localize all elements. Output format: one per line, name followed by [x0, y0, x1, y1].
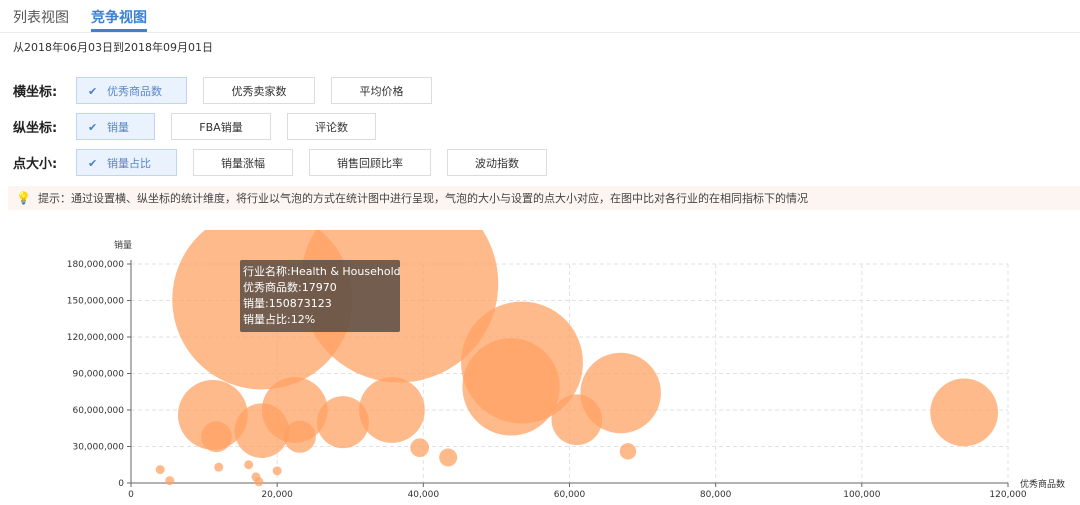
checkmark-icon: ✔ — [88, 85, 98, 98]
x-tick-label: 60,000 — [554, 490, 586, 500]
option-label: 销量 — [107, 121, 129, 134]
bubble-point[interactable] — [283, 420, 316, 453]
y-option-reviews-button[interactable]: 评论数 — [287, 113, 376, 140]
option-label: 销量占比 — [107, 157, 151, 170]
point-size-option-row: 点大小: ✔ 销量占比 销量涨幅 销售回顾比率 波动指数 — [13, 148, 563, 177]
hint-bar: 💡 提示：通过设置横、纵坐标的统计维度，将行业以气泡的方式在统计图中进行呈现，气泡… — [8, 186, 1080, 210]
y-option-fba-sales-button[interactable]: FBA销量 — [171, 113, 271, 140]
bubble-point[interactable] — [551, 394, 603, 446]
x-axis-option-row: 横坐标: ✔ 优秀商品数 优秀卖家数 平均价格 — [13, 76, 448, 105]
bubble-point[interactable] — [930, 378, 999, 447]
x-tick-label: 100,000 — [843, 490, 880, 500]
tooltip-line-sales: 销量:150873123 — [243, 296, 332, 310]
bubble-point[interactable] — [439, 448, 458, 467]
tooltip-line-share: 销量占比:12% — [243, 312, 315, 326]
x-axis-title: 优秀商品数 — [1020, 478, 1065, 490]
option-label: FBA销量 — [199, 121, 243, 134]
tab-competition-view[interactable]: 竞争视图 — [91, 0, 147, 32]
x-tick-label: 80,000 — [700, 490, 732, 500]
x-tick-label: 40,000 — [408, 490, 440, 500]
bubble-point[interactable] — [254, 477, 264, 487]
size-option-sales-growth-button[interactable]: 销量涨幅 — [193, 149, 293, 176]
y-tick-label: 60,000,000 — [72, 406, 124, 416]
y-tick-label: 90,000,000 — [72, 370, 124, 380]
chart-tooltip: 行业名称:Health & Household 优秀商品数:17970 销量:1… — [240, 260, 401, 332]
x-tick-label: 0 — [128, 490, 134, 500]
bubble-point[interactable] — [214, 462, 224, 472]
option-label: 销量涨幅 — [221, 157, 265, 170]
option-label: 评论数 — [315, 121, 348, 134]
bubble-point[interactable] — [234, 403, 290, 458]
y-tick-label: 30,000,000 — [72, 443, 124, 453]
bubble-point[interactable] — [272, 466, 282, 476]
option-label: 平均价格 — [359, 85, 404, 98]
bubble-point[interactable] — [359, 377, 425, 443]
lightbulb-icon: 💡 — [16, 191, 31, 205]
y-axis-title: 销量 — [114, 239, 132, 251]
tooltip-line-products: 优秀商品数:17970 — [243, 280, 337, 294]
checkmark-icon: ✔ — [88, 157, 98, 170]
option-label: 优秀卖家数 — [231, 85, 287, 98]
x-tick-label: 120,000 — [989, 490, 1026, 500]
hint-text: 提示：通过设置横、纵坐标的统计维度，将行业以气泡的方式在统计图中进行呈现，气泡的… — [37, 192, 808, 205]
tabs-divider — [0, 32, 1080, 33]
x-axis-label: 横坐标: — [13, 85, 58, 100]
view-tabs: 列表视图 竞争视图 — [13, 0, 169, 32]
bubble-point[interactable] — [155, 465, 165, 475]
y-tick-label: 150,000,000 — [67, 297, 125, 307]
y-axis-option-row: 纵坐标: ✔ 销量 FBA销量 评论数 — [13, 112, 392, 141]
axes: 0 30,000,000 60,000,000 90,000,000 120,000,0… — [67, 260, 1027, 500]
size-option-sales-share-button[interactable]: ✔ 销量占比 — [76, 149, 177, 176]
tab-list-view[interactable]: 列表视图 — [13, 10, 69, 26]
point-size-label: 点大小: — [13, 157, 58, 172]
bubble-point[interactable] — [244, 460, 254, 470]
bubble-chart: 0 30,000,000 60,000,000 90,000,000 120,000,0… — [67, 230, 1065, 500]
bubble-point[interactable] — [410, 438, 430, 458]
option-label: 销售回顾比率 — [337, 157, 403, 170]
checkmark-icon: ✔ — [88, 121, 98, 134]
y-tick-label: 0 — [118, 479, 124, 489]
x-option-average-price-button[interactable]: 平均价格 — [331, 77, 432, 104]
option-label: 波动指数 — [475, 157, 519, 170]
size-option-return-ratio-button[interactable]: 销售回顾比率 — [309, 149, 431, 176]
bubble-point[interactable] — [201, 421, 232, 453]
y-option-sales-button[interactable]: ✔ 销量 — [76, 113, 155, 140]
y-tick-label: 120,000,000 — [67, 333, 125, 343]
date-range: 从2018年06月03日到2018年09月01日 — [13, 41, 213, 54]
bubble-point[interactable] — [165, 476, 175, 486]
option-label: 优秀商品数 — [107, 85, 162, 98]
y-axis-label: 纵坐标: — [13, 121, 58, 136]
bubble-point[interactable] — [462, 338, 560, 436]
size-option-volatility-button[interactable]: 波动指数 — [447, 149, 547, 176]
tooltip-line-industry: 行业名称:Health & Household — [243, 264, 401, 278]
x-tick-label: 20,000 — [261, 490, 293, 500]
x-option-excellent-sellers-button[interactable]: 优秀卖家数 — [203, 77, 315, 104]
bubble-point[interactable] — [316, 396, 369, 449]
tooltip-background — [240, 260, 400, 332]
x-option-excellent-products-button[interactable]: ✔ 优秀商品数 — [76, 77, 187, 104]
bubble-point[interactable] — [619, 443, 637, 460]
y-tick-label: 180,000,000 — [67, 260, 125, 270]
